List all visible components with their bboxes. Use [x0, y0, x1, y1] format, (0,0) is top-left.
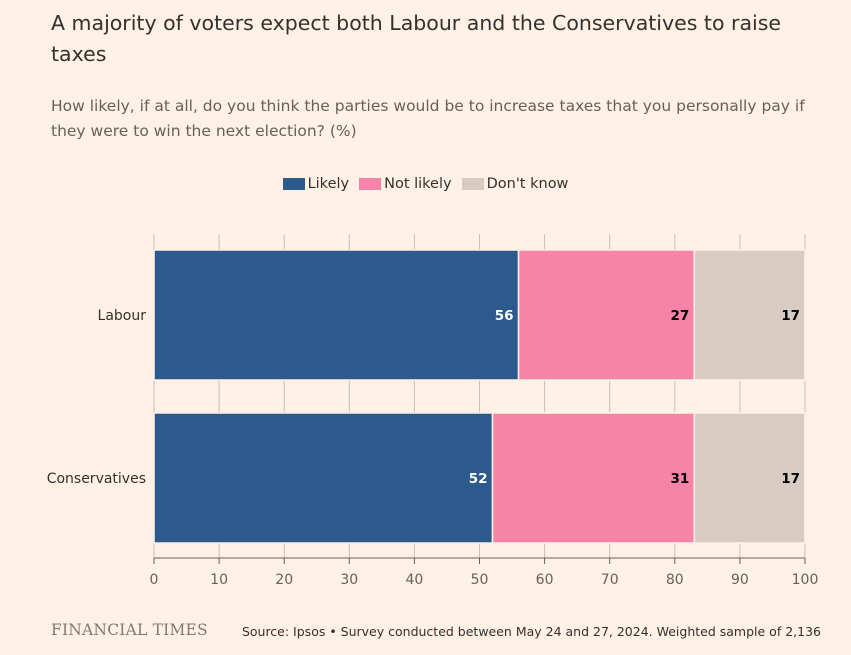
ft-logo: FINANCIAL TIMES: [51, 621, 208, 639]
x-tick-label-30: 30: [340, 572, 358, 588]
bar-conservatives-likely: [153, 412, 494, 544]
x-tick-label-70: 70: [601, 572, 619, 588]
x-tick-label-60: 60: [536, 572, 554, 588]
x-tick-label-50: 50: [471, 572, 489, 588]
data-label-labour-dont-know: 17: [781, 308, 800, 324]
legend-item-not-likely: Not likely: [359, 176, 452, 192]
bar-labour-not-likely: [517, 249, 696, 381]
legend-label-dont-know: Don't know: [486, 176, 569, 192]
source-note: Source: Ipsos • Survey conducted between…: [241, 624, 821, 639]
chart-title: A majority of voters expect both Labour …: [51, 11, 782, 66]
x-tick-label-80: 80: [666, 572, 684, 588]
data-label-conservatives-dont-know: 17: [781, 471, 800, 487]
bar-labour-dont-know: [693, 249, 806, 381]
legend-item-likely: Likely: [282, 176, 350, 192]
legend-swatch-likely: [282, 178, 305, 190]
data-label-conservatives-not-likely: 31: [671, 471, 690, 487]
x-tick-label-40: 40: [405, 572, 423, 588]
x-tick-label-10: 10: [210, 572, 228, 588]
chart-subtitle: How likely, if at all, do you think the …: [51, 97, 805, 140]
bar-labour-likely: [153, 249, 520, 381]
bar-conservatives-dont-know: [693, 412, 806, 544]
legend-item-dont-know: Don't know: [461, 176, 569, 192]
category-label-labour: Labour: [98, 308, 147, 324]
legend-label-likely: Likely: [307, 176, 350, 192]
legend-label-not-likely: Not likely: [384, 176, 452, 192]
data-label-conservatives-likely: 52: [469, 471, 488, 487]
x-tick-label-20: 20: [275, 572, 293, 588]
data-label-labour-likely: 56: [495, 308, 514, 324]
legend-swatch-not-likely: [359, 178, 382, 190]
legend-swatch-dont-know: [461, 178, 484, 190]
bar-conservatives-not-likely: [491, 412, 696, 544]
data-label-labour-not-likely: 27: [671, 308, 690, 324]
chart-legend: Likely Not likely Don't know: [0, 174, 851, 194]
x-tick-label-90: 90: [731, 572, 749, 588]
x-tick-label-100: 100: [792, 572, 819, 588]
x-tick-label-0: 0: [150, 572, 159, 588]
category-label-conservatives: Conservatives: [47, 471, 146, 487]
